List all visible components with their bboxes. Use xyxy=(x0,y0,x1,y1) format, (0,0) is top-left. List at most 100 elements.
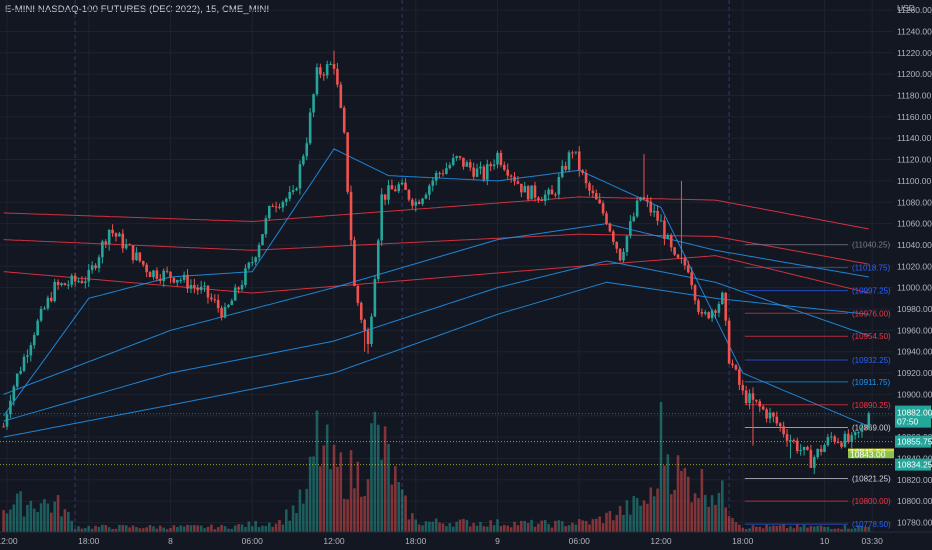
candle-body xyxy=(254,257,257,263)
candle-body xyxy=(714,310,717,313)
candle-body xyxy=(836,441,840,443)
candle-body xyxy=(46,297,50,309)
volume-bar xyxy=(540,520,544,532)
time-axis[interactable]: 12:00 18:00 8 06:00 12:00 18:00 9 06:00 12:00 18:… xyxy=(0,531,932,550)
volume-bar xyxy=(193,525,196,532)
volume-bar xyxy=(230,528,234,532)
candle-body xyxy=(676,254,680,258)
volume-bar xyxy=(530,519,533,532)
candle-body xyxy=(775,416,779,424)
price-tick-label: 11080.00 xyxy=(897,197,932,207)
volume-bar xyxy=(806,527,809,532)
candle-body xyxy=(819,448,823,452)
candle-body xyxy=(141,261,145,265)
volume-bar xyxy=(407,519,411,532)
volume-bar xyxy=(795,524,799,532)
candle-body xyxy=(261,234,264,246)
price-tick-label: 11000.00 xyxy=(897,283,932,293)
candle-body xyxy=(581,170,584,174)
candle-body xyxy=(118,233,121,237)
volume-bar xyxy=(39,503,43,532)
time-tick-label: 06:00 xyxy=(569,536,591,546)
candle-body xyxy=(588,183,591,191)
volume-bar xyxy=(216,527,220,532)
volume-bar xyxy=(63,509,67,532)
volume-bar xyxy=(5,513,9,532)
candle-body xyxy=(782,426,785,435)
candle-body xyxy=(19,370,22,374)
candle-body xyxy=(63,283,67,286)
volume-bar xyxy=(179,525,183,532)
candle-body xyxy=(342,107,346,133)
price-tick-label: 10980.00 xyxy=(897,304,932,314)
volume-bar xyxy=(186,524,189,532)
volume-bar xyxy=(830,528,833,532)
volume-bar xyxy=(485,526,489,532)
volume-bar xyxy=(370,423,373,532)
price-tick-label: 11060.00 xyxy=(897,219,932,229)
candle-body xyxy=(632,216,636,222)
volume-bar xyxy=(77,526,80,532)
candle-body xyxy=(26,355,29,357)
volume-bar xyxy=(22,516,26,532)
volume-bar xyxy=(80,528,84,532)
candle-body xyxy=(516,181,520,184)
volume-bars xyxy=(2,402,871,532)
candle-body xyxy=(363,319,366,331)
level-label: (10778.50) xyxy=(852,520,891,529)
volume-bar xyxy=(121,525,125,532)
volume-bar xyxy=(189,525,193,532)
volume-bar xyxy=(315,410,319,532)
candle-body xyxy=(176,279,179,283)
volume-bar xyxy=(390,484,394,532)
candle-body xyxy=(60,283,63,286)
candle-body xyxy=(499,152,503,165)
candle-body xyxy=(772,412,775,417)
volume-bar xyxy=(104,525,108,532)
volume-bar xyxy=(581,520,584,532)
volume-bar xyxy=(693,493,697,532)
candle-body xyxy=(223,307,227,318)
candle-body xyxy=(308,112,312,144)
candle-body xyxy=(646,199,649,202)
candle-body xyxy=(322,74,326,76)
candle-body xyxy=(145,264,148,273)
volume-bar xyxy=(383,426,387,532)
time-tick-label: 9 xyxy=(495,536,500,546)
volume-bar xyxy=(261,525,264,532)
candle-body xyxy=(155,270,159,279)
candle-body xyxy=(36,320,39,335)
candle-body xyxy=(56,281,60,286)
volume-bar xyxy=(434,518,438,532)
candle-body xyxy=(547,189,550,195)
price-tick-label: 11140.00 xyxy=(897,133,931,143)
candle-body xyxy=(564,165,567,170)
candle-body xyxy=(220,308,223,318)
candle-body xyxy=(274,206,278,208)
candle-body xyxy=(727,320,731,364)
candle-body xyxy=(523,186,527,193)
volume-bar xyxy=(84,528,87,532)
candle-body xyxy=(741,384,745,391)
candle-body xyxy=(543,194,547,201)
candle-body xyxy=(165,270,169,272)
candle-body xyxy=(520,183,523,193)
volume-bar xyxy=(203,528,206,532)
volume-bar xyxy=(141,528,145,532)
volume-bar xyxy=(625,500,629,532)
time-tick-label: 12:00 xyxy=(0,536,18,546)
candle-body xyxy=(179,279,183,281)
volume-bar xyxy=(274,523,278,532)
volume-bar xyxy=(738,524,741,532)
volume-bar xyxy=(605,512,608,532)
volume-bar xyxy=(789,526,792,532)
candle-body xyxy=(584,173,588,184)
volume-bar xyxy=(182,526,186,532)
symbol-title[interactable]: E-MINI NASDAQ-100 FUTURES (DEC 2022), 15… xyxy=(5,4,270,15)
candle-body xyxy=(312,94,315,113)
volume-bar xyxy=(513,521,516,532)
candle-body xyxy=(32,334,36,346)
volume-bar xyxy=(281,524,285,532)
